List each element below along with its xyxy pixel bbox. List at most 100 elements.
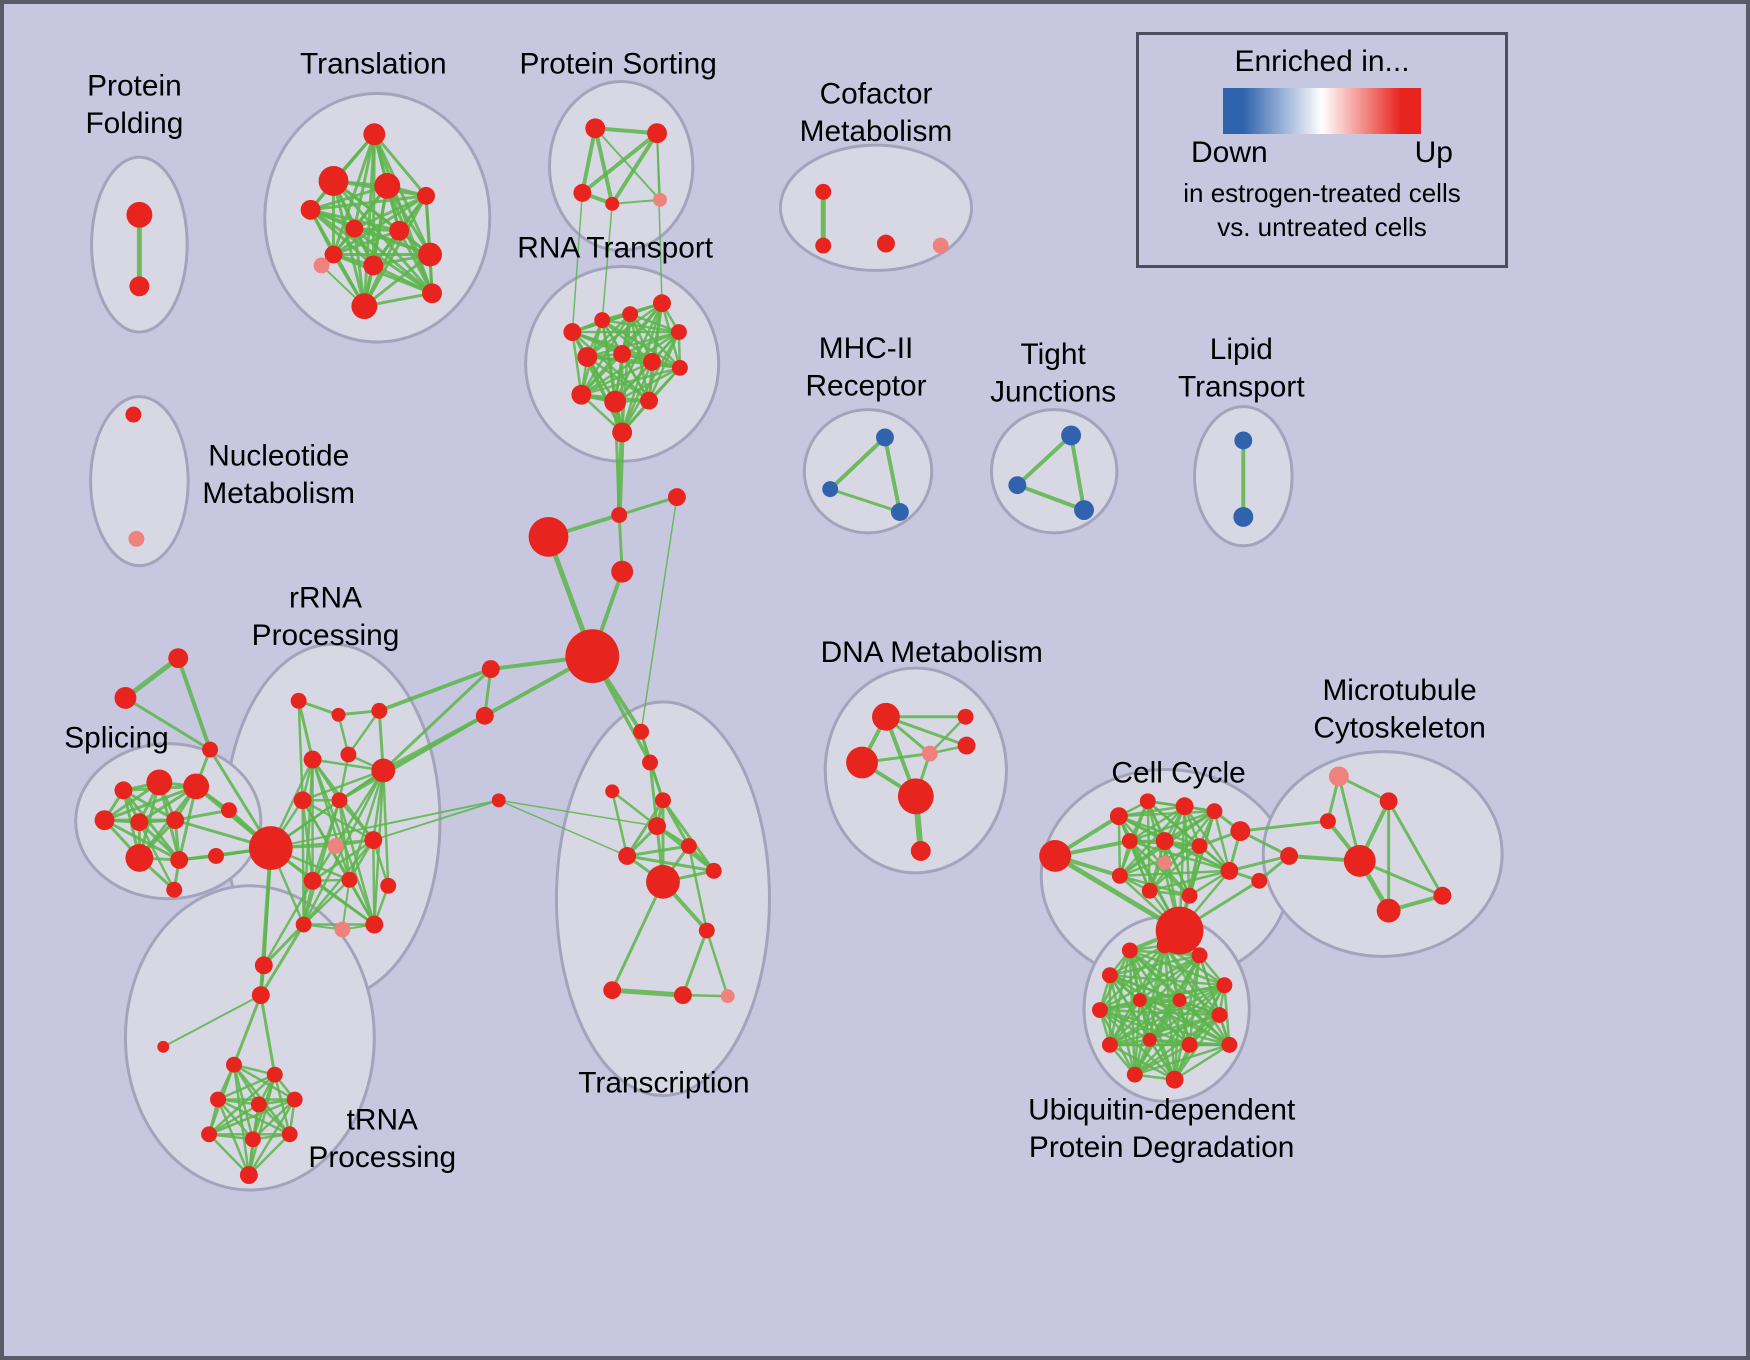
- edge: [610, 790, 659, 828]
- cluster-ellipse-trna-processing: [123, 884, 376, 1192]
- node-u13: [1221, 1036, 1238, 1053]
- node-s0a: [168, 648, 189, 669]
- node-u1: [1121, 942, 1138, 959]
- node-cc4: [1175, 797, 1194, 816]
- clique-edge: [309, 208, 434, 295]
- clique-edge: [580, 131, 659, 195]
- node-t1: [363, 123, 386, 146]
- legend-title: Enriched in...: [1234, 45, 1410, 78]
- node-r10: [571, 384, 592, 405]
- node-d3: [846, 746, 878, 779]
- node-s0b: [114, 686, 137, 709]
- clique-edge: [373, 769, 385, 926]
- node-nm2: [128, 530, 145, 547]
- clique-edge: [251, 1098, 296, 1141]
- node-tc10: [603, 981, 622, 1000]
- node-cc15: [1181, 887, 1198, 904]
- edge: [341, 878, 351, 931]
- node-rr10: [364, 831, 383, 849]
- clique-edge: [352, 132, 376, 231]
- node-sp6: [166, 811, 185, 830]
- node-nm1: [125, 406, 142, 423]
- node-rr1: [290, 692, 307, 709]
- edge: [613, 400, 621, 517]
- edge: [1069, 433, 1087, 512]
- node-t4: [374, 173, 401, 199]
- clique-edge: [302, 799, 341, 926]
- cluster-label-transcription: Transcription: [578, 1067, 749, 1100]
- clique-edge: [661, 798, 716, 873]
- clique-edge: [1108, 1013, 1221, 1047]
- clique-edge: [1213, 809, 1231, 873]
- clique-edge: [1128, 839, 1191, 897]
- edge: [232, 993, 263, 1067]
- clique-edge: [1118, 839, 1166, 878]
- node-rr11: [303, 871, 322, 890]
- node-ps4: [605, 196, 620, 211]
- clique-edge: [1148, 809, 1216, 892]
- cluster-label-tight-junctions: Tight Junctions: [990, 338, 1116, 409]
- edge: [262, 923, 306, 967]
- cluster-ellipse-cofactor-metabolism: [778, 143, 974, 272]
- cluster-ellipse-tight-junctions: [989, 408, 1119, 535]
- clique-edge: [309, 194, 428, 212]
- node-tc8: [705, 862, 722, 879]
- node-tn7: [201, 1126, 218, 1143]
- node-tc4: [655, 792, 671, 809]
- node-tc1: [633, 723, 650, 740]
- cluster-label-rna-transport: RNA Transport: [517, 232, 713, 265]
- node-d4: [921, 745, 938, 762]
- node-cc3: [1139, 793, 1156, 810]
- node-d1: [872, 702, 900, 731]
- node-cc13: [1251, 872, 1268, 889]
- cluster-label-layer: Protein Folding Translation Protein Sorting…: [64, 48, 1486, 1175]
- node-sp7: [221, 802, 237, 819]
- node-tc9: [698, 922, 715, 939]
- node-tcHub: [646, 864, 680, 899]
- node-t10: [363, 255, 384, 276]
- clique-edge: [586, 355, 682, 370]
- cluster-label-trna-processing: tRNA Processing: [308, 1103, 456, 1174]
- node-rr15: [334, 921, 351, 938]
- legend-caption-line2: vs. untreated cells: [1217, 212, 1427, 242]
- node-tn9: [281, 1126, 298, 1143]
- node-s0c: [202, 741, 219, 758]
- edge: [173, 808, 231, 822]
- clique-edge: [625, 854, 716, 873]
- clique-edge: [1108, 974, 1226, 987]
- clique-edge: [1108, 998, 1142, 1047]
- node-sp10: [208, 848, 224, 864]
- edge: [610, 790, 629, 858]
- node-lt2: [1233, 507, 1254, 527]
- node-sp1: [114, 781, 133, 800]
- clique-edge: [362, 194, 428, 308]
- clique-edge: [1163, 944, 1221, 1017]
- edge: [497, 799, 628, 857]
- clique-edge: [397, 229, 434, 295]
- node-t9: [313, 257, 330, 274]
- node-rr3: [371, 702, 388, 719]
- node-cc8: [1155, 832, 1174, 850]
- node-tn4: [210, 1091, 226, 1108]
- edge: [1015, 433, 1074, 488]
- node-u6: [1092, 1002, 1108, 1018]
- node-c4: [611, 560, 634, 583]
- node-tn3: [266, 1066, 283, 1083]
- clique-edge: [1108, 944, 1166, 977]
- clique-edge: [247, 1133, 291, 1177]
- clique-edge: [620, 352, 651, 402]
- node-sp5: [130, 813, 149, 832]
- node-sp2: [146, 769, 173, 796]
- clique-edge: [1108, 998, 1181, 1047]
- clique-edge: [1108, 954, 1201, 977]
- clique-edge: [1098, 1008, 1151, 1042]
- cluster-label-dna-metabolism: DNA Metabolism: [821, 636, 1043, 669]
- clique-edge: [311, 879, 376, 926]
- node-u9: [1211, 1007, 1228, 1023]
- clique-edge: [207, 1133, 251, 1177]
- node-t2: [318, 166, 349, 196]
- clique-edge: [1128, 809, 1216, 843]
- clique-edge: [352, 194, 428, 231]
- clique-edge: [103, 818, 181, 862]
- node-cc2: [1109, 807, 1128, 826]
